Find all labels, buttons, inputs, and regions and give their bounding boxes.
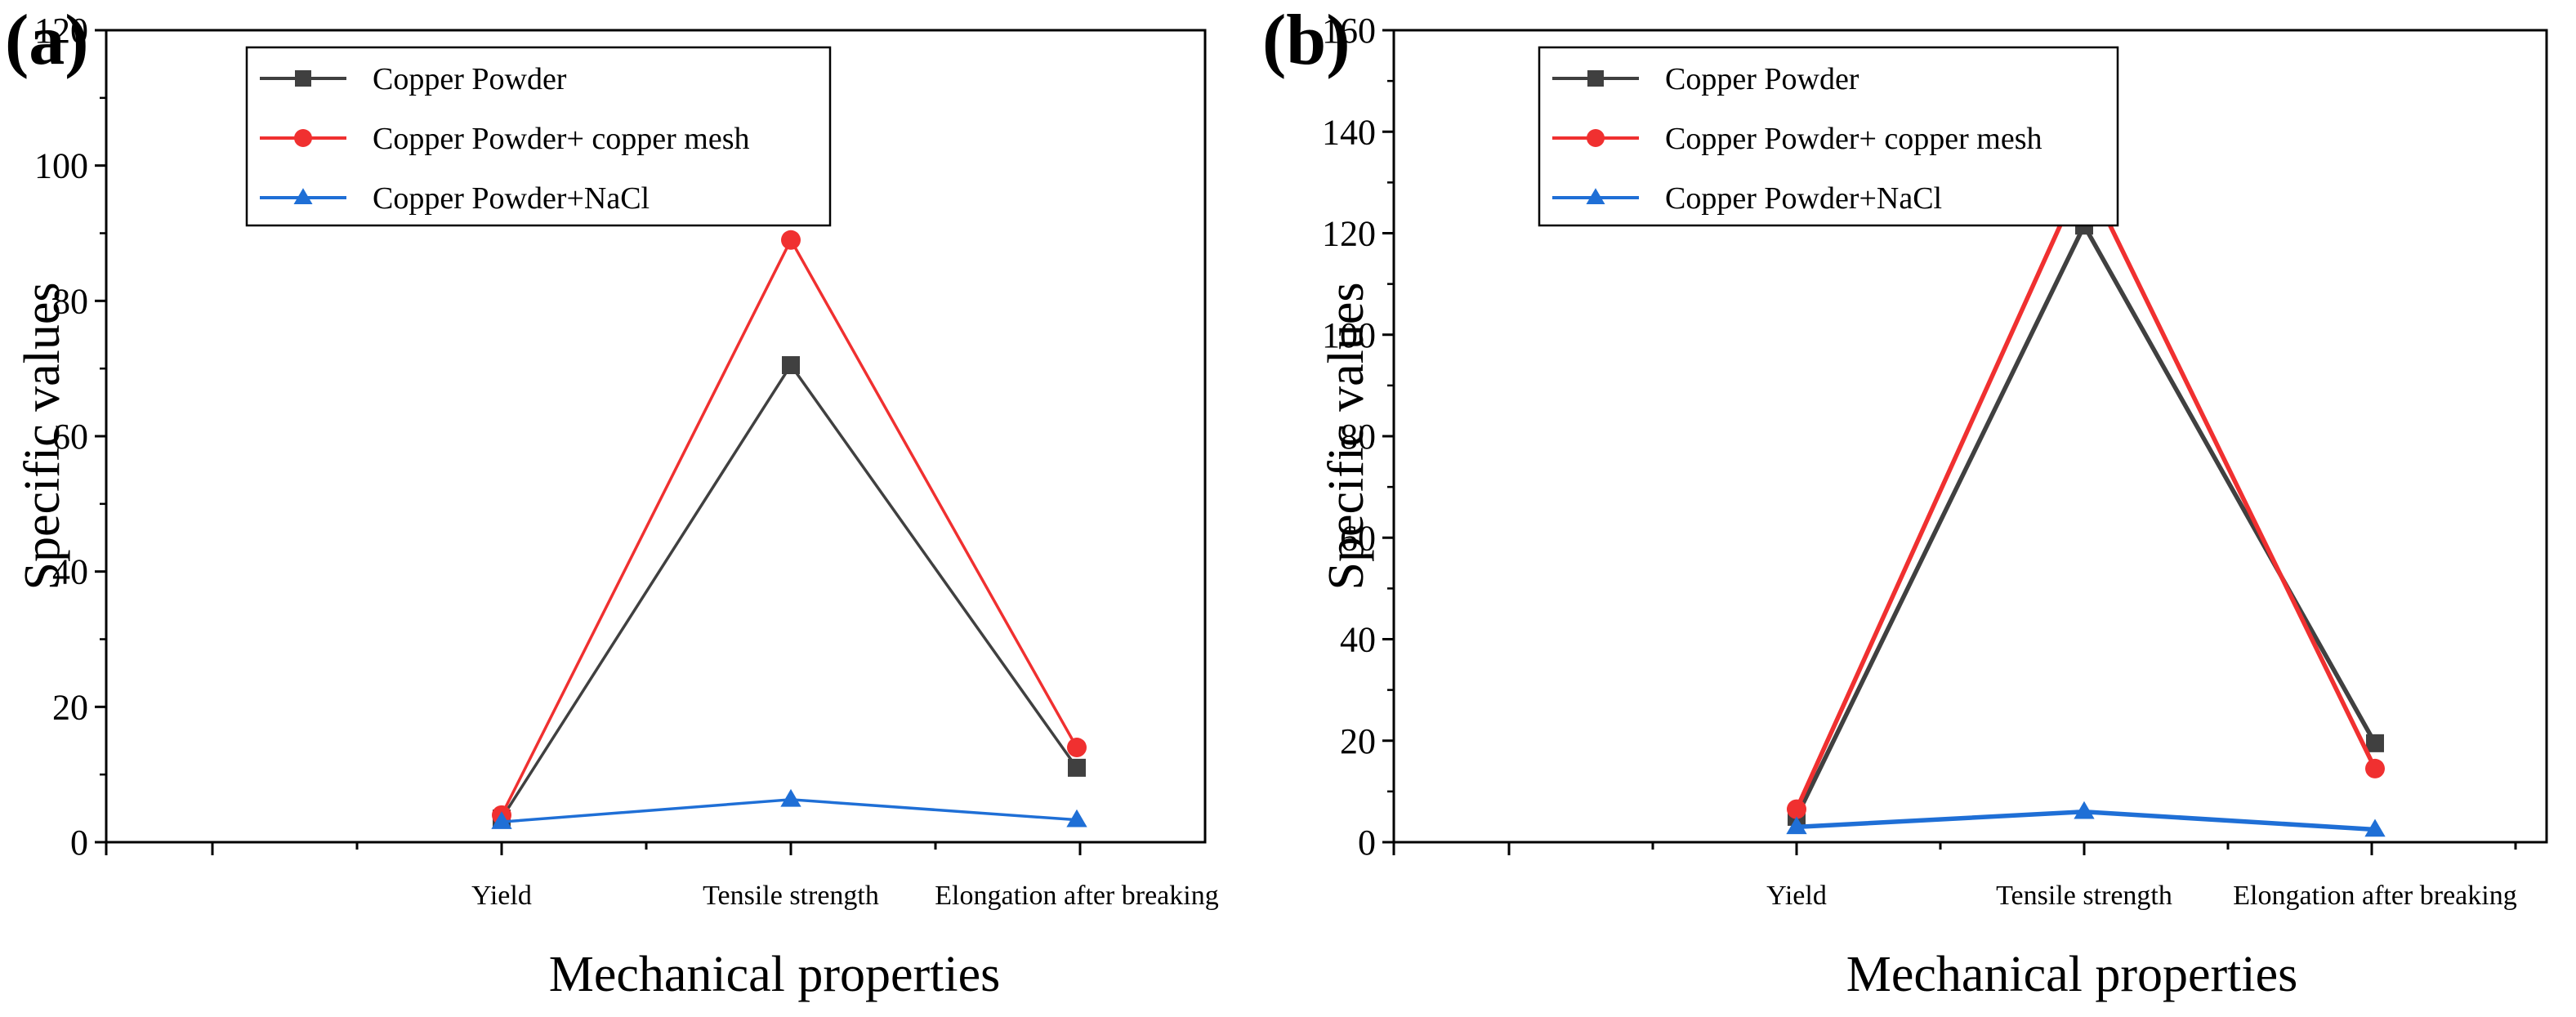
y-tick-label: 60 — [1340, 518, 1376, 558]
x-tick-label: Yield — [471, 881, 532, 911]
panel-label: (b) — [1262, 1, 1351, 80]
x-tick-label: Elongation after breaking — [935, 881, 1218, 911]
y-tick-label: 80 — [1340, 417, 1376, 457]
y-axis-title: Specific values — [15, 282, 70, 590]
series-copper-powder-copper-mesh — [1787, 162, 2385, 819]
y-tick-label: 120 — [1322, 214, 1376, 254]
series-copper-powder — [1788, 216, 2384, 826]
series-copper-powder-nacl — [1786, 801, 2386, 837]
chart-panel-a: 0 20 40 60 80 100 120 Yield Tensile strength Elon… — [5, 1, 1219, 1002]
data-point — [2074, 801, 2095, 819]
series-line — [500, 239, 1078, 816]
y-tick-label: 100 — [1322, 315, 1376, 355]
y-tick-label: 0 — [1358, 823, 1376, 863]
legend-marker — [1586, 188, 1605, 204]
legend: Copper Powder Copper Powder+ copper mesh C… — [1538, 46, 2119, 227]
series-copper-powder-nacl — [491, 788, 1087, 829]
x-tick-label: Elongation after breaking — [2233, 881, 2516, 911]
y-tick-label: 100 — [34, 146, 88, 186]
data-point — [491, 811, 512, 829]
series-line — [1794, 223, 2377, 819]
legend-label: Copper Powder — [1665, 62, 1859, 96]
legend: Copper Powder Copper Powder+ copper mesh C… — [245, 46, 832, 227]
data-point — [1068, 758, 1086, 777]
data-point — [1786, 816, 1807, 835]
legend-marker — [294, 129, 312, 147]
y-axis-title: Specific values — [1319, 282, 1374, 590]
x-tick-label: Tensile strength — [1996, 881, 2172, 911]
data-point — [782, 356, 800, 375]
x-axis-title: Mechanical properties — [1846, 947, 2298, 1002]
y-tick-label: 160 — [1322, 11, 1376, 51]
data-point — [1787, 799, 1806, 819]
y-tick-label: 120 — [34, 11, 88, 51]
series-copper-powder-copper-mesh — [492, 230, 1087, 825]
legend-label: Copper Powder+ copper mesh — [1665, 122, 2042, 156]
panel-label: (a) — [5, 1, 89, 80]
y-tick-label: 80 — [52, 281, 88, 321]
series-copper-powder — [493, 356, 1086, 828]
legend-label: Copper Powder+NaCl — [373, 181, 650, 216]
data-point — [781, 230, 801, 250]
x-axis-title: Mechanical properties — [549, 947, 1001, 1002]
y-tick-label: 40 — [52, 552, 88, 592]
legend-marker — [295, 70, 311, 87]
series-line — [1794, 170, 2377, 810]
data-point — [1067, 738, 1087, 758]
legend-label: Copper Powder+ copper mesh — [373, 122, 750, 156]
y-tick-label: 60 — [52, 417, 88, 457]
legend-label: Copper Powder+NaCl — [1665, 181, 1942, 216]
data-point — [2364, 819, 2386, 837]
legend-marker — [1587, 70, 1604, 87]
y-tick-label: 20 — [52, 687, 88, 727]
x-tick-label: Tensile strength — [703, 881, 879, 911]
legend-marker — [293, 188, 313, 204]
y-tick-label: 140 — [1322, 112, 1376, 152]
data-point — [1066, 809, 1087, 827]
legend-marker — [1587, 129, 1605, 147]
data-point — [2366, 734, 2384, 752]
data-point — [780, 788, 801, 807]
y-tick-label: 0 — [70, 823, 88, 863]
y-tick-label: 20 — [1340, 721, 1376, 761]
chart-panel-b: 0 20 40 60 80 100 120 140 160 Yield Tensile streng… — [1262, 1, 2548, 1002]
y-tick-label: 40 — [1340, 620, 1376, 660]
x-tick-label: Yield — [1766, 881, 1827, 911]
legend-label: Copper Powder — [373, 62, 567, 96]
data-point — [2365, 758, 2385, 778]
